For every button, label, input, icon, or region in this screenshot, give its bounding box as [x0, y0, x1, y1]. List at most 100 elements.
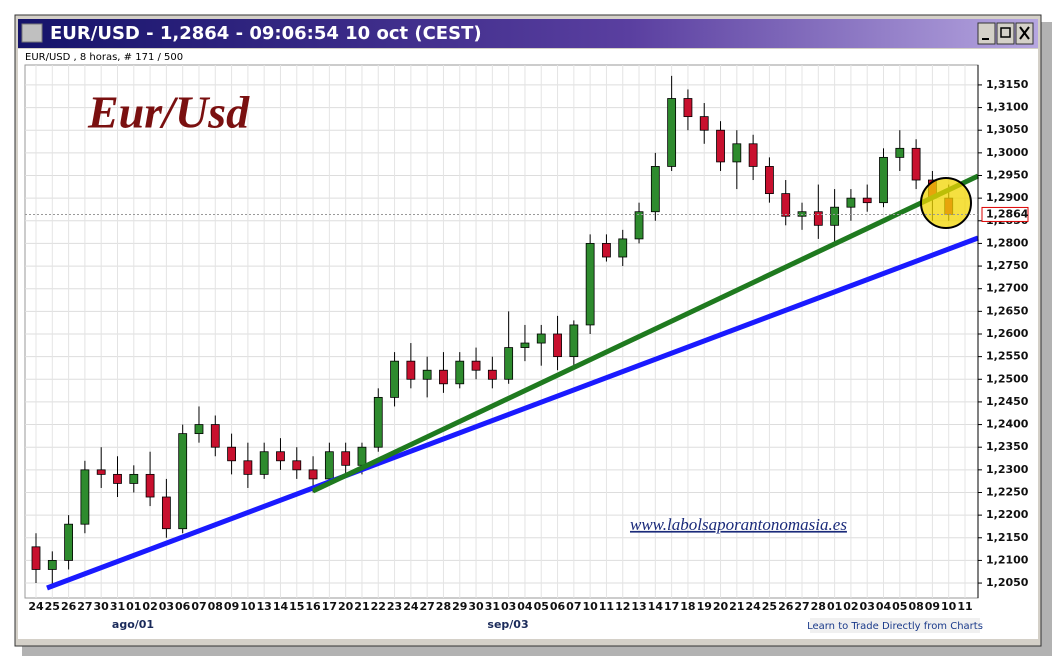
candle-body	[585, 243, 595, 326]
y-tick-label: 1,2200	[986, 508, 1029, 521]
y-tick-label: 1,2150	[986, 531, 1029, 544]
candle-body	[194, 424, 204, 435]
x-tick-label: 27	[77, 600, 92, 613]
x-tick-label: 13	[257, 600, 272, 613]
candle-body	[879, 156, 888, 204]
x-tick-label: 14	[648, 600, 664, 613]
x-tick-label: 17	[664, 600, 679, 613]
support-trendline	[46, 235, 979, 591]
x-tick-label: 10	[582, 600, 598, 613]
y-tick-label: 1,2700	[986, 282, 1029, 295]
x-tick-label: 18	[680, 600, 695, 613]
x-tick-label: 21	[729, 600, 744, 613]
candle-body	[634, 211, 644, 240]
y-tick-label: 1,3150	[986, 78, 1029, 91]
x-tick-label: 17	[322, 600, 337, 613]
chart-title: Eur/Usd	[87, 87, 250, 138]
x-tick-label: 31	[485, 600, 500, 613]
x-tick-label: 27	[794, 600, 809, 613]
y-tick-label: 1,2950	[986, 168, 1029, 181]
watermark: www.labolsaporantonomasia.es	[630, 515, 847, 534]
footer-link[interactable]: Learn to Trade Directly from Charts	[807, 621, 983, 632]
title-icon	[21, 23, 43, 43]
x-tick-label: 10	[240, 600, 256, 613]
candle-body	[31, 546, 41, 570]
candle-body	[439, 369, 448, 385]
y-tick-label: 1,2600	[986, 327, 1029, 340]
y-tick-label: 1,2400	[986, 418, 1029, 431]
candle-body	[455, 360, 465, 385]
candle-body	[471, 360, 481, 371]
x-tick-label: 27	[420, 600, 435, 613]
footer-box	[810, 618, 980, 633]
window-title: EUR/USD - 1,2864 - 09:06:54 10 oct (CEST…	[50, 23, 482, 44]
candle-body	[520, 342, 530, 348]
x-tick-label: 30	[94, 600, 110, 613]
x-tick-label: 02	[142, 600, 157, 613]
candle-body	[259, 451, 269, 475]
candle-body	[667, 98, 677, 167]
x-tick-label: 28	[811, 600, 826, 613]
x-tick-label: 02	[843, 600, 858, 613]
y-tick-label: 1,2450	[986, 395, 1029, 408]
candle-body	[422, 369, 432, 380]
window-buttons[interactable]	[977, 22, 1034, 45]
y-tick-label: 1,2250	[986, 485, 1029, 498]
x-tick-label: 22	[371, 600, 386, 613]
candle-body	[862, 197, 872, 204]
x-tick-label: 03	[860, 600, 875, 613]
candle-body	[487, 369, 497, 380]
candle-body	[406, 360, 416, 380]
x-tick-label: 07	[191, 600, 206, 613]
candle-body	[178, 433, 188, 530]
x-tick-label: 24	[28, 600, 44, 613]
x-tick-label: 21	[354, 600, 369, 613]
x-tick-label: 24	[403, 600, 419, 613]
candle-body	[650, 166, 660, 213]
candle-body	[47, 560, 57, 570]
x-tick-label: 11	[599, 600, 614, 613]
minimize-button[interactable]	[977, 22, 996, 45]
highlight-circle	[920, 177, 972, 229]
y-tick-label: 1,3050	[986, 123, 1029, 136]
candle-body	[292, 460, 302, 471]
x-tick-label: 04	[876, 600, 892, 613]
x-tick-label: 10	[941, 600, 957, 613]
candle-body	[276, 451, 285, 462]
candle-body	[895, 147, 905, 158]
x-tick-label: 14	[273, 600, 289, 613]
candle-body	[765, 166, 774, 195]
x-tick-label: 05	[534, 600, 549, 613]
y-tick-label: 1,2100	[986, 553, 1029, 566]
candle-body	[357, 446, 367, 466]
candle-body	[341, 451, 351, 466]
x-tick-label: 12	[615, 600, 630, 613]
candle-body	[553, 333, 562, 358]
x-tick-label: 20	[338, 600, 354, 613]
x-tick-label: 31	[110, 600, 125, 613]
candle-body	[846, 197, 856, 208]
x-tick-label: 25	[762, 600, 777, 613]
x-tick-label: 24	[745, 600, 761, 613]
candle-body	[732, 143, 742, 163]
x-tick-label: 03	[159, 600, 174, 613]
x-tick-label: 26	[778, 600, 794, 613]
candle-body	[227, 446, 236, 462]
last-price-box	[981, 206, 1029, 222]
candle-body	[210, 424, 220, 448]
x-tick-label: 04	[517, 600, 533, 613]
grid	[25, 65, 978, 598]
candle-body	[129, 473, 139, 484]
x-tick-label: 13	[631, 600, 646, 613]
x-tick-label: 20	[713, 600, 729, 613]
x-tick-label: 25	[45, 600, 60, 613]
x-tick-label: 06	[175, 600, 191, 613]
candle-body	[243, 460, 253, 475]
y-tick-label: 1,2900	[986, 191, 1029, 204]
candle-body	[536, 333, 546, 344]
maximize-button[interactable]	[996, 22, 1015, 45]
candle-body	[504, 347, 514, 380]
candle-body	[716, 129, 725, 163]
candle-body	[781, 193, 791, 217]
